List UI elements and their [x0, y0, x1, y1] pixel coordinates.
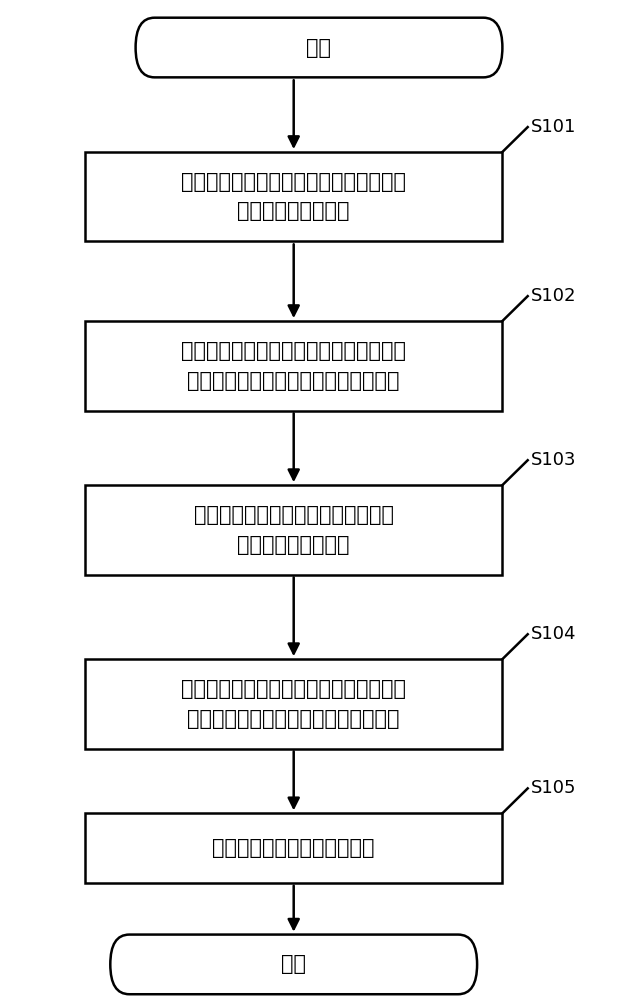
Text: 计算各特征点在点胶平台坐标系下的
坐标，生成第二点集: 计算各特征点在点胶平台坐标系下的 坐标，生成第二点集 — [194, 505, 394, 555]
Bar — [85, 485, 502, 575]
Text: S104: S104 — [531, 625, 576, 643]
Text: S105: S105 — [531, 779, 576, 797]
Text: 利用转换关系对相机进行标定: 利用转换关系对相机进行标定 — [212, 838, 375, 858]
Text: 确定点云图像中的特征点，并计算各特征
点在点云图像中的坐标，生成第一点集: 确定点云图像中的特征点，并计算各特征 点在点云图像中的坐标，生成第一点集 — [181, 341, 406, 391]
FancyBboxPatch shape — [110, 935, 477, 994]
Bar — [85, 152, 502, 241]
Bar — [85, 321, 502, 410]
Text: S102: S102 — [531, 287, 576, 305]
Text: S103: S103 — [531, 451, 576, 469]
Bar — [85, 659, 502, 749]
Text: 获取相机在预设行程范围内移动时拍摄标
定块获得的点云图像: 获取相机在预设行程范围内移动时拍摄标 定块获得的点云图像 — [181, 172, 406, 221]
Text: 开始: 开始 — [306, 38, 332, 58]
Text: 结束: 结束 — [281, 954, 306, 974]
Text: 根据第一点集和第二点集计算获得点胶平
台坐标系与相机坐标系之间的转换关系: 根据第一点集和第二点集计算获得点胶平 台坐标系与相机坐标系之间的转换关系 — [181, 679, 406, 729]
Bar — [85, 813, 502, 883]
Text: S101: S101 — [531, 118, 576, 136]
FancyBboxPatch shape — [136, 18, 502, 77]
